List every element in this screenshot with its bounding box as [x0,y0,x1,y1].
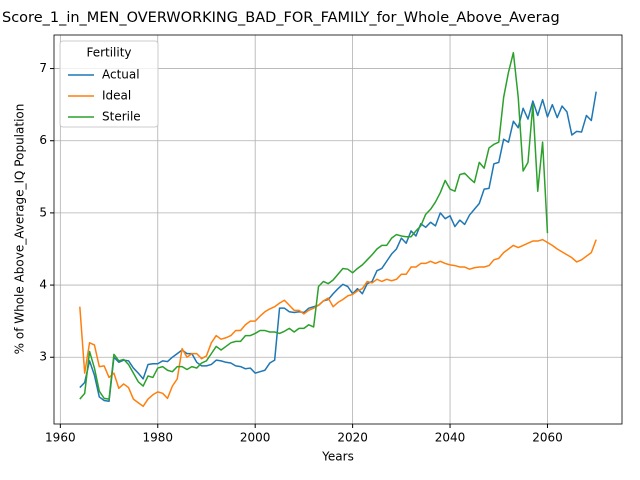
y-tick-label: 4 [39,278,47,292]
x-tick-label: 2040 [435,431,466,445]
legend-label: Actual [102,68,140,82]
x-tick-label: 2000 [240,431,271,445]
plot-frame [53,34,623,425]
y-tick-label: 3 [39,350,47,364]
legend-box [59,40,159,128]
y-tick-label: 5 [39,205,47,219]
x-tick-label: 2060 [532,431,563,445]
y-axis-label: % of Whole Above_Average_IQ Population [13,104,27,355]
x-axis-label: Years [321,450,354,464]
x-tick-label: 2020 [337,431,368,445]
chart-title: Score_1_in_MEN_OVERWORKING_BAD_FOR_FAMIL… [2,10,560,26]
line-series [79,91,597,403]
legend-label: Sterile [102,110,141,124]
line-series [79,238,597,408]
legend-label: Ideal [102,89,131,103]
legend: Fertility Actual Ideal Sterile [59,40,159,128]
x-tick-label: 1960 [45,431,76,445]
line-series [79,51,549,400]
legend-title: Fertility [86,46,131,60]
x-tick-label: 1980 [142,431,173,445]
y-tick-label: 7 [39,61,47,75]
y-tick-label: 6 [39,133,47,147]
